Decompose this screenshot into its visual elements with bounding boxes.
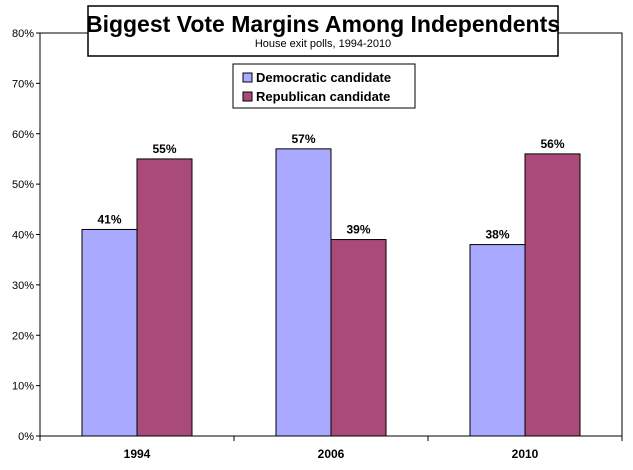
legend-swatch xyxy=(242,72,253,83)
legend-label: Republican candidate xyxy=(256,89,390,104)
data-label: 56% xyxy=(540,137,564,151)
x-category-label: 2010 xyxy=(512,447,539,461)
data-label: 41% xyxy=(97,212,121,226)
y-axis: 0% 10% 20% 30% 40% 50% 60% 70% 80% xyxy=(12,28,40,443)
bar-republican-2010 xyxy=(524,153,581,437)
chart-subtitle: House exit polls, 1994-2010 xyxy=(255,38,391,50)
y-tick-label: 20% xyxy=(12,330,34,342)
data-label: 57% xyxy=(291,132,315,146)
title-box: Biggest Vote Margins Among Independents … xyxy=(86,5,560,57)
x-category-label: 1994 xyxy=(124,447,151,461)
legend-swatch xyxy=(242,91,253,102)
y-tick-label: 50% xyxy=(12,179,34,191)
bar-democratic-2010 xyxy=(469,244,526,437)
data-label: 55% xyxy=(152,142,176,156)
legend: Democratic candidate Republican candidate xyxy=(232,63,416,109)
bar-republican-1994 xyxy=(136,158,193,437)
y-tick-label: 40% xyxy=(12,230,34,242)
y-tick-label: 60% xyxy=(12,129,34,141)
x-axis: 1994 2006 2010 xyxy=(39,436,623,461)
y-tick-label: 70% xyxy=(12,78,34,90)
bar-republican-2006 xyxy=(330,239,387,437)
bar-democratic-2006 xyxy=(275,148,332,437)
chart-title: Biggest Vote Margins Among Independents xyxy=(86,11,560,37)
bar-democratic-1994 xyxy=(81,228,138,437)
y-tick-label: 10% xyxy=(12,381,34,393)
y-tick-label: 30% xyxy=(12,280,34,292)
bars: 41% 55% 57% 39% 38% 56% xyxy=(81,132,581,437)
y-tick-label: 80% xyxy=(12,28,34,40)
legend-label: Democratic candidate xyxy=(256,70,391,85)
y-tick-label: 0% xyxy=(18,431,34,443)
x-category-label: 2006 xyxy=(318,447,345,461)
data-label: 39% xyxy=(346,223,370,237)
data-label: 38% xyxy=(485,228,509,242)
